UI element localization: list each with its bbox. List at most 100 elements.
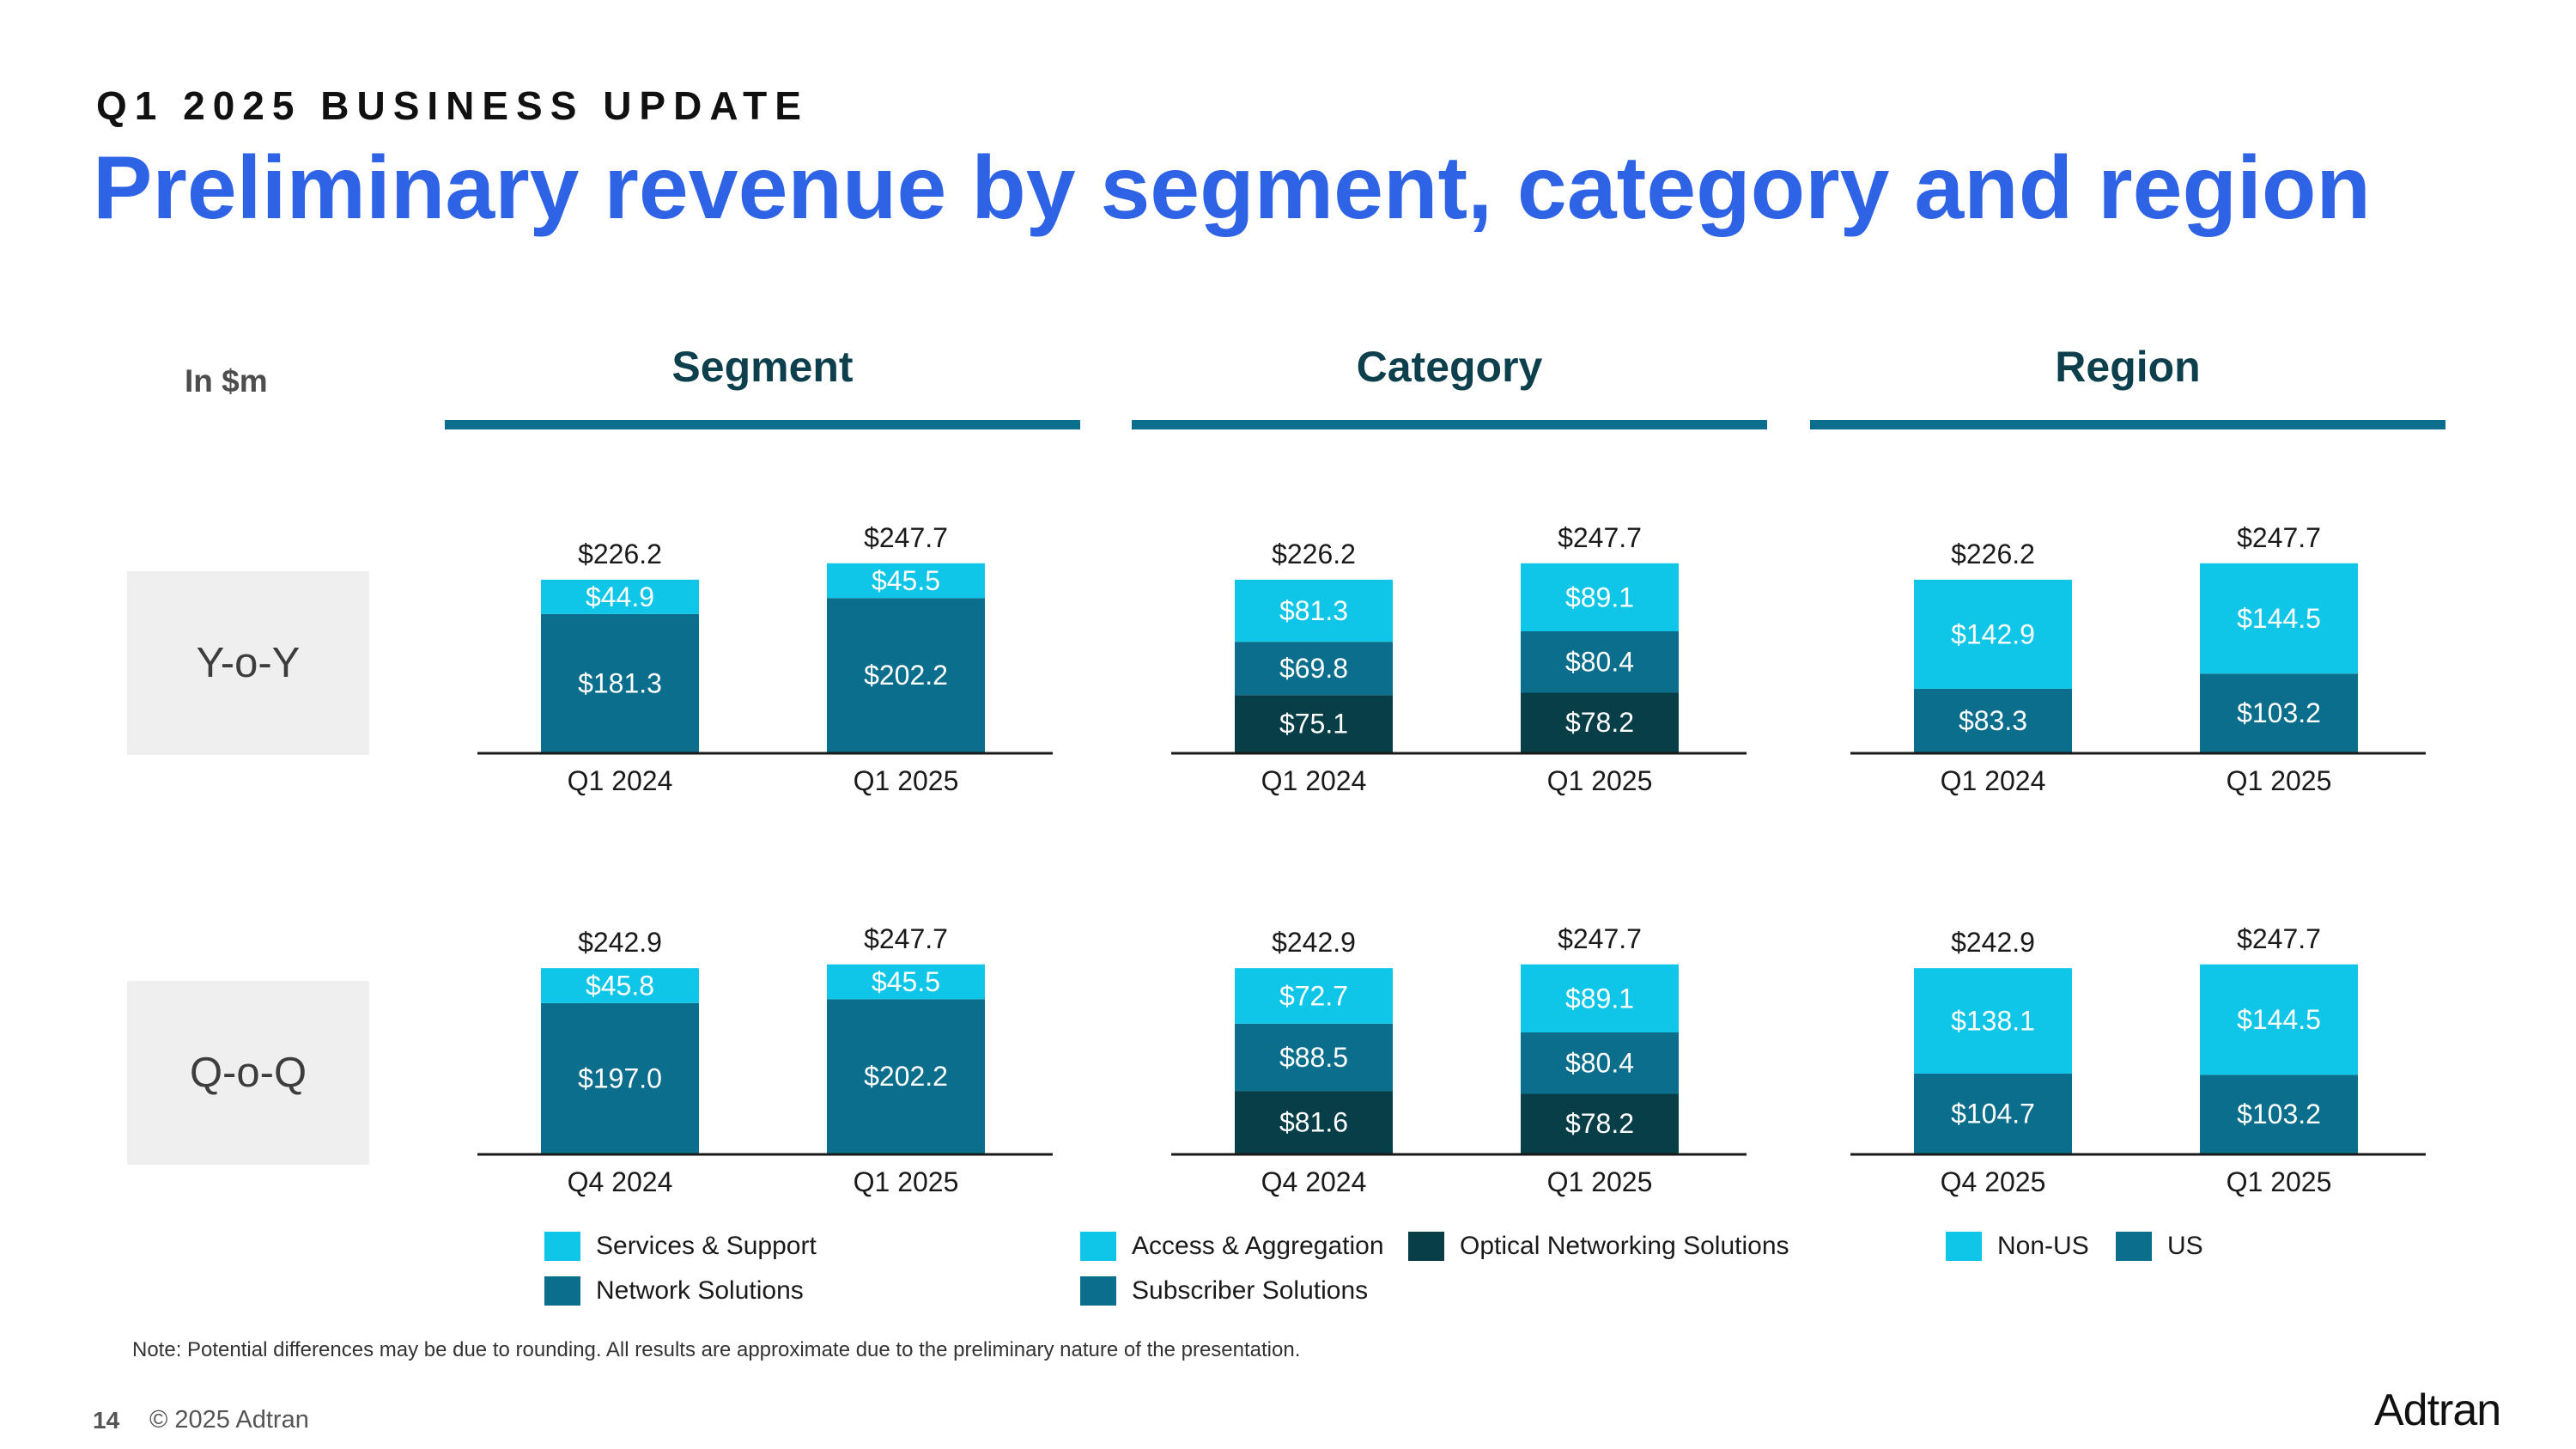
- bar-segment-y-o-y-network-solutions: [541, 613, 699, 752]
- bar-segment-q-o-q-network-solutions: [541, 1002, 699, 1154]
- bar-category-y-o-y-subscriber-solutions: [1521, 631, 1679, 693]
- adtran-logo: Adtran: [2374, 1385, 2501, 1435]
- bar-category-q-o-q-optical-networking-solutions: [1521, 1093, 1679, 1154]
- legend-swatch: [544, 1232, 580, 1261]
- legend-label: US: [2167, 1232, 2203, 1260]
- bar-segment-q-o-q-services-support: [827, 964, 985, 1000]
- x-tick-label-segment-y-o-y: Q1 2025: [854, 765, 959, 796]
- legend-label: Access & Aggregation: [1132, 1232, 1384, 1260]
- data-label-segment-y-o-y: $181.3: [578, 667, 662, 698]
- data-label-category-y-o-y: $80.4: [1565, 647, 1634, 678]
- x-tick-label-segment-q-o-q: Q1 2025: [854, 1166, 959, 1197]
- row-label-yoy-text: Y-o-Y: [196, 640, 301, 686]
- bar-region-q-o-q-non-us: [1914, 968, 2072, 1074]
- footnote: Note: Potential differences may be due t…: [132, 1338, 1301, 1361]
- total-label-category-y-o-y: $247.7: [1558, 522, 1642, 553]
- legend-swatch: [2116, 1232, 2152, 1261]
- data-label-segment-q-o-q: $197.0: [578, 1062, 662, 1093]
- total-label-category-y-o-y: $226.2: [1272, 539, 1356, 569]
- category-header: Category: [1356, 343, 1543, 391]
- bar-segment-q-o-q-network-solutions: [827, 999, 985, 1154]
- bar-category-y-o-y-optical-networking-solutions: [1521, 692, 1679, 752]
- legend-item-us: US: [2116, 1232, 2203, 1261]
- copyright: © 2025 Adtran: [149, 1406, 309, 1434]
- page-title: Preliminary revenue by segment, category…: [93, 138, 2371, 238]
- total-label-region-y-o-y: $226.2: [1951, 539, 2035, 569]
- legend-label: Optical Networking Solutions: [1460, 1232, 1789, 1260]
- data-label-category-y-o-y: $89.1: [1565, 581, 1634, 612]
- bar-segment-y-o-y-network-solutions: [827, 598, 985, 752]
- bar-region-y-o-y-non-us: [1914, 579, 2072, 689]
- data-label-region-y-o-y: $83.3: [1959, 705, 2027, 736]
- eyebrow-heading: Q1 2025 BUSINESS UPDATE: [96, 83, 809, 128]
- row-label-qoq-text: Q-o-Q: [189, 1050, 307, 1096]
- segment-rule: [445, 420, 1080, 429]
- data-label-region-q-o-q: $103.2: [2237, 1099, 2321, 1129]
- data-label-segment-y-o-y: $202.2: [864, 660, 948, 691]
- data-label-region-q-o-q: $144.5: [2237, 1004, 2321, 1035]
- legend-item-subscriber-solutions: Subscriber Solutions: [1080, 1276, 1368, 1306]
- legend-swatch: [1080, 1232, 1116, 1261]
- bar-region-q-o-q-us: [1914, 1073, 2072, 1154]
- data-label-region-q-o-q: $104.7: [1951, 1098, 2035, 1129]
- data-label-segment-y-o-y: $44.9: [586, 581, 654, 612]
- data-label-region-y-o-y: $103.2: [2237, 697, 2321, 728]
- total-label-segment-q-o-q: $242.9: [578, 927, 662, 958]
- legend-label: Non-US: [1997, 1232, 2089, 1260]
- bar-region-q-o-q-non-us: [2200, 964, 2358, 1075]
- x-tick-label-region-y-o-y: Q1 2025: [2227, 765, 2332, 796]
- bar-region-y-o-y-us: [1914, 688, 2072, 752]
- total-label-segment-y-o-y: $247.7: [864, 522, 948, 553]
- data-label-segment-q-o-q: $45.5: [872, 966, 940, 997]
- x-tick-label-segment-y-o-y: Q1 2024: [568, 765, 673, 796]
- data-label-category-q-o-q: $72.7: [1279, 980, 1348, 1011]
- legend-item-network-solutions: Network Solutions: [544, 1276, 804, 1306]
- bar-segment-y-o-y-services-support: [541, 579, 699, 614]
- total-label-segment-q-o-q: $247.7: [864, 923, 948, 954]
- total-label-category-q-o-q: $242.9: [1272, 927, 1356, 958]
- legend-swatch: [1946, 1232, 1982, 1261]
- legend-item-non-us: Non-US: [1946, 1232, 2089, 1261]
- data-label-segment-q-o-q: $45.8: [586, 971, 654, 1002]
- legend-item-optical-networking: Optical Networking Solutions: [1408, 1232, 1789, 1261]
- legend-swatch: [1408, 1232, 1444, 1261]
- data-label-segment-y-o-y: $45.5: [872, 565, 940, 596]
- data-label-region-q-o-q: $138.1: [1951, 1006, 2035, 1037]
- row-label-qoq: Q-o-Q: [127, 981, 369, 1165]
- x-tick-label-category-q-o-q: Q4 2024: [1261, 1166, 1367, 1197]
- total-label-segment-y-o-y: $226.2: [578, 539, 662, 569]
- legend-swatch: [1080, 1276, 1116, 1306]
- total-label-category-q-o-q: $247.7: [1558, 923, 1642, 954]
- data-label-category-q-o-q: $81.6: [1279, 1107, 1348, 1138]
- data-label-category-q-o-q: $88.5: [1279, 1042, 1348, 1073]
- total-label-region-q-o-q: $242.9: [1951, 927, 2035, 958]
- bar-region-y-o-y-us: [2200, 673, 2358, 752]
- x-tick-label-segment-q-o-q: Q4 2024: [568, 1166, 673, 1197]
- data-label-region-y-o-y: $142.9: [1951, 618, 2035, 649]
- data-label-category-q-o-q: $78.2: [1565, 1108, 1634, 1139]
- bar-category-q-o-q-subscriber-solutions: [1235, 1023, 1393, 1092]
- x-tick-label-category-y-o-y: Q1 2025: [1547, 765, 1653, 796]
- x-tick-label-category-q-o-q: Q1 2025: [1547, 1166, 1653, 1197]
- total-label-region-y-o-y: $247.7: [2237, 522, 2321, 553]
- bar-segment-y-o-y-services-support: [827, 563, 985, 599]
- x-tick-label-category-y-o-y: Q1 2024: [1261, 765, 1367, 796]
- data-label-category-y-o-y: $69.8: [1279, 653, 1348, 684]
- legend-swatch: [544, 1276, 580, 1306]
- category-rule: [1132, 420, 1767, 429]
- bar-segment-q-o-q-services-support: [541, 968, 699, 1003]
- data-label-category-y-o-y: $78.2: [1565, 707, 1634, 738]
- bar-category-q-o-q-access-aggregation: [1521, 964, 1679, 1033]
- bar-category-y-o-y-access-aggregation: [1521, 563, 1679, 632]
- legend-label: Network Solutions: [596, 1276, 804, 1305]
- region-header: Region: [2055, 343, 2201, 391]
- bar-category-y-o-y-subscriber-solutions: [1235, 642, 1393, 696]
- bar-category-q-o-q-optical-networking-solutions: [1235, 1091, 1393, 1154]
- segment-header: Segment: [671, 343, 854, 391]
- bar-category-q-o-q-subscriber-solutions: [1521, 1032, 1679, 1094]
- bar-region-q-o-q-us: [2200, 1075, 2358, 1154]
- total-label-region-q-o-q: $247.7: [2237, 923, 2321, 954]
- x-tick-label-region-y-o-y: Q1 2024: [1941, 765, 2046, 796]
- bar-category-y-o-y-access-aggregation: [1235, 579, 1393, 642]
